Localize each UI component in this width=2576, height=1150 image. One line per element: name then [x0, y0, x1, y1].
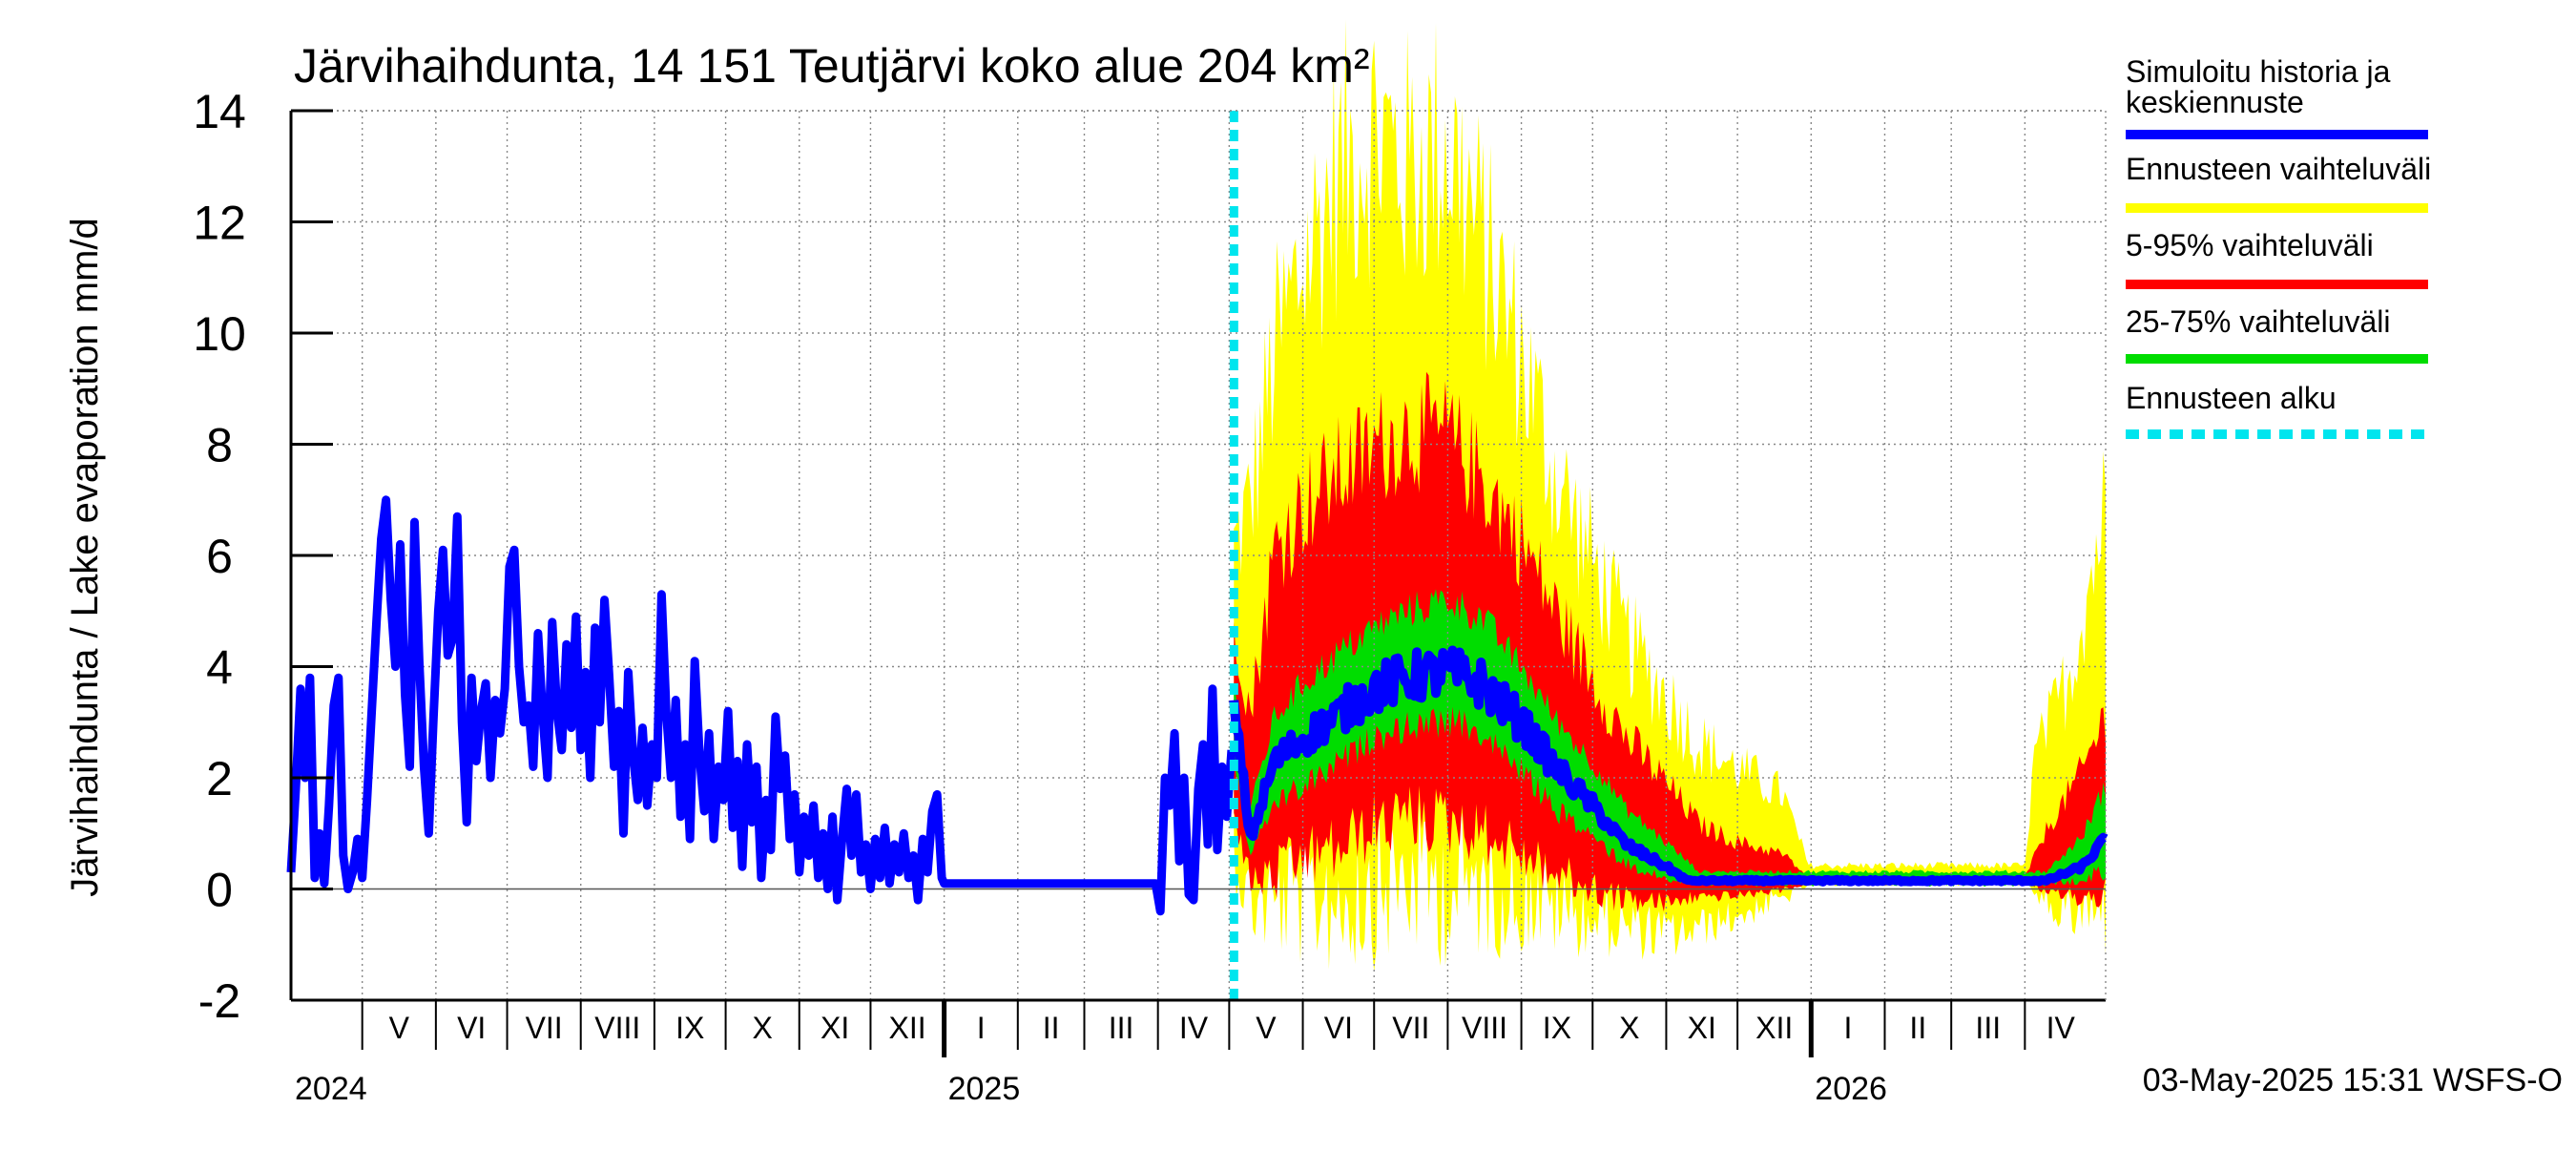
month-label: III: [1109, 1011, 1134, 1045]
month-label: II: [1043, 1011, 1060, 1045]
legend-label: Ennusteen alku: [2126, 381, 2337, 415]
month-label: VI: [1324, 1011, 1353, 1045]
axes: [289, 109, 2107, 1057]
month-label: XI: [1688, 1011, 1716, 1045]
y-tick-label: 14: [193, 85, 246, 138]
y-tick-label: 4: [206, 641, 233, 695]
legend-label: Simuloitu historia ja: [2126, 54, 2391, 89]
legend-label: 25-75% vaihteluväli: [2126, 304, 2391, 339]
month-label: XI: [821, 1011, 849, 1045]
band-5-95: [1234, 371, 2106, 913]
y-tick-label: 2: [206, 752, 233, 805]
y-tick-label: -2: [198, 974, 240, 1028]
y-tick-label: 0: [206, 864, 233, 917]
month-label: VII: [526, 1011, 563, 1045]
y-tick-label: 8: [206, 419, 233, 472]
forecast-bands: [1234, 19, 2106, 972]
month-label: I: [1843, 1011, 1852, 1045]
month-label: I: [977, 1011, 986, 1045]
month-label: X: [1619, 1011, 1639, 1045]
month-label: III: [1975, 1011, 2001, 1045]
month-label: V: [1256, 1011, 1277, 1045]
legend-label: keskiennuste: [2126, 85, 2304, 119]
legend-label: 5-95% vaihteluväli: [2126, 228, 2374, 262]
month-label: IV: [2046, 1011, 2076, 1045]
year-label: 2025: [948, 1071, 1021, 1107]
month-label: IX: [675, 1011, 704, 1045]
month-label: V: [389, 1011, 410, 1045]
year-label: 2026: [1815, 1071, 1887, 1107]
month-label: IV: [1179, 1011, 1209, 1045]
month-label: VIII: [594, 1011, 640, 1045]
footer-timestamp: 03-May-2025 15:31 WSFS-O: [2143, 1062, 2563, 1098]
y-tick-label: 12: [193, 197, 246, 250]
month-label: VI: [457, 1011, 486, 1045]
y-tick-label: 10: [193, 307, 246, 361]
month-label: XII: [1755, 1011, 1793, 1045]
chart-title: Järvihaihdunta, 14 151 Teutjärvi koko al…: [294, 39, 1370, 93]
legend-label: Ennusteen vaihteluväli: [2126, 152, 2431, 186]
month-label: VII: [1392, 1011, 1429, 1045]
month-label: IX: [1543, 1011, 1571, 1045]
y-tick-label: 6: [206, 530, 233, 583]
history-series: [286, 111, 2109, 1000]
month-label: X: [752, 1011, 772, 1045]
month-label: II: [1909, 1011, 1926, 1045]
y-axis-label: Järvihaihdunta / Lake evaporation mm/d: [64, 218, 106, 897]
month-label: XII: [888, 1011, 925, 1045]
history-line: [286, 495, 1236, 916]
year-label: 2024: [295, 1071, 367, 1107]
forecast-median-line: [1229, 645, 2109, 887]
month-label: VIII: [1462, 1011, 1507, 1045]
